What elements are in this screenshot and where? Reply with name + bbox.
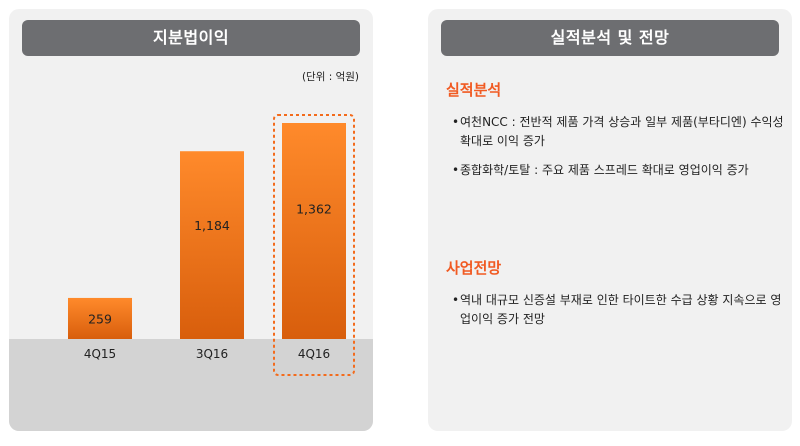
bullet-item: • 여천NCC : 전반적 제품 가격 상승과 일부 제품(부타디엔) 수익성 … — [452, 113, 788, 151]
data-label: 259 — [88, 311, 112, 326]
section-heading-performance: 실적분석 — [446, 81, 502, 99]
bullet-dot: • — [452, 163, 460, 177]
unit-label: (단위 : 억원) — [301, 71, 359, 83]
bullet-text: 역내 대규모 신증설 부재로 인한 타이트한 수급 상황 지속으로 영업이익 증… — [460, 293, 782, 326]
bar-3q16 — [180, 151, 244, 339]
data-label: 1,184 — [194, 218, 230, 233]
data-label: 1,362 — [296, 202, 332, 217]
bullet-dot: • — [452, 293, 460, 307]
highlight-box — [273, 114, 355, 376]
panel-title: 실적분석 및 전망 — [441, 20, 779, 56]
section-heading-outlook: 사업전망 — [446, 259, 502, 277]
earnings-panel: 지분법이익 (단위 : 억원) 259 4Q15 1,184 3Q16 1,362 4Q1… — [9, 9, 373, 431]
bullet-text: 종합화학/토탈 : 주요 제품 스프레드 확대로 영업이익 증가 — [460, 163, 749, 177]
category-label: 3Q16 — [196, 347, 228, 361]
category-label: 4Q16 — [298, 347, 330, 361]
chart-baseline-area — [9, 339, 373, 431]
panel-title: 지분법이익 — [22, 20, 360, 56]
category-label: 4Q15 — [84, 347, 116, 361]
bar-4q16 — [282, 123, 346, 339]
analysis-panel: 실적분석 및 전망 실적분석 • 여천NCC : 전반적 제품 가격 상승과 일… — [428, 9, 792, 431]
bullet-text: 여천NCC : 전반적 제품 가격 상승과 일부 제품(부타디엔) 수익성 확대… — [460, 115, 784, 148]
bullet-item: • 역내 대규모 신증설 부재로 인한 타이트한 수급 상황 지속으로 영업이익… — [452, 291, 788, 329]
bullet-item: • 종합화학/토탈 : 주요 제품 스프레드 확대로 영업이익 증가 — [452, 161, 788, 180]
bar-4q15 — [68, 297, 132, 339]
bullet-dot: • — [452, 115, 460, 129]
equity-income-bar-chart: 259 4Q15 1,184 3Q16 1,362 4Q16 — [68, 114, 355, 376]
